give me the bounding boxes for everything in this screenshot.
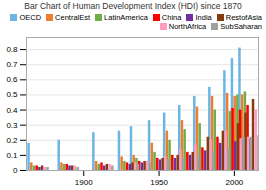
svg-text:0.8: 0.8 xyxy=(6,45,18,54)
html-text:CentralEst: CentralEst xyxy=(55,13,91,22)
svg-text:1900: 1900 xyxy=(75,178,93,187)
html-text:China: China xyxy=(161,13,182,22)
svg-text:0.5: 0.5 xyxy=(6,90,18,99)
svg-text:0.2: 0.2 xyxy=(6,136,18,145)
html-text:Bar Chart of Human Development: Bar Chart of Human Development Index (HD… xyxy=(24,1,242,11)
svg-text:2000: 2000 xyxy=(225,178,243,187)
svg-text:0: 0 xyxy=(13,166,18,175)
html-text:RestofAsia: RestofAsia xyxy=(225,13,262,22)
svg-text:0.6: 0.6 xyxy=(6,75,18,84)
svg-text:0.1: 0.1 xyxy=(6,151,18,160)
html-text:SubSaharan: SubSaharan xyxy=(220,22,262,31)
svg-text:0.4: 0.4 xyxy=(6,106,18,115)
svg-text:0.7: 0.7 xyxy=(6,60,18,69)
html-text:NorthAfrica: NorthAfrica xyxy=(168,22,207,31)
svg-text:0.3: 0.3 xyxy=(6,121,18,130)
html-text:LatinAmerica: LatinAmerica xyxy=(104,13,148,22)
html-text:OECD: OECD xyxy=(19,13,41,22)
svg-text:1950: 1950 xyxy=(150,178,168,187)
html-text:India: India xyxy=(195,13,212,22)
